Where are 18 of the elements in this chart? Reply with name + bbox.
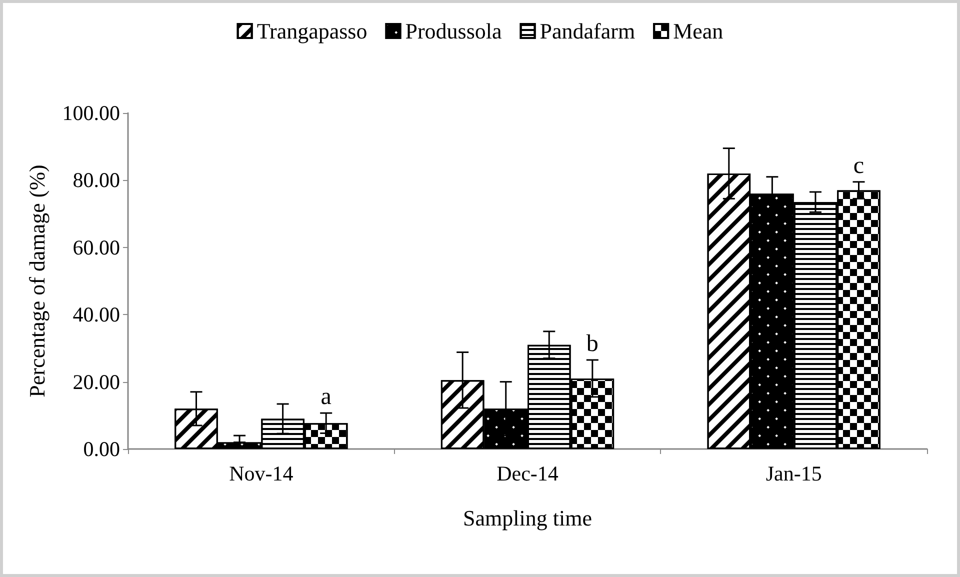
y-tick-label: 40.00 — [72, 302, 120, 327]
y-tick-label: 80.00 — [72, 168, 120, 192]
x-tick-label: Nov-14 — [229, 462, 294, 486]
x-tick-label: Dec-14 — [496, 462, 559, 486]
legend-label: Mean — [673, 18, 724, 44]
y-axis-title: Percentage of damage (%) — [24, 164, 50, 398]
annotation: c — [853, 152, 864, 179]
legend-label: Produssola — [405, 18, 502, 44]
legend-label: Pandafarm — [540, 18, 636, 44]
y-tick-label: 60.00 — [72, 235, 120, 260]
x-axis-title: Sampling time — [463, 506, 592, 530]
x-tick-label: Jan-15 — [766, 462, 822, 486]
y-tick-label: 0.00 — [83, 437, 120, 461]
y-tick-label: 100.00 — [62, 101, 120, 125]
y-tick-label: 20.00 — [72, 370, 120, 394]
annotation: a — [320, 384, 332, 410]
annotation: b — [586, 330, 598, 357]
legend-label: Trangapasso — [256, 18, 368, 44]
